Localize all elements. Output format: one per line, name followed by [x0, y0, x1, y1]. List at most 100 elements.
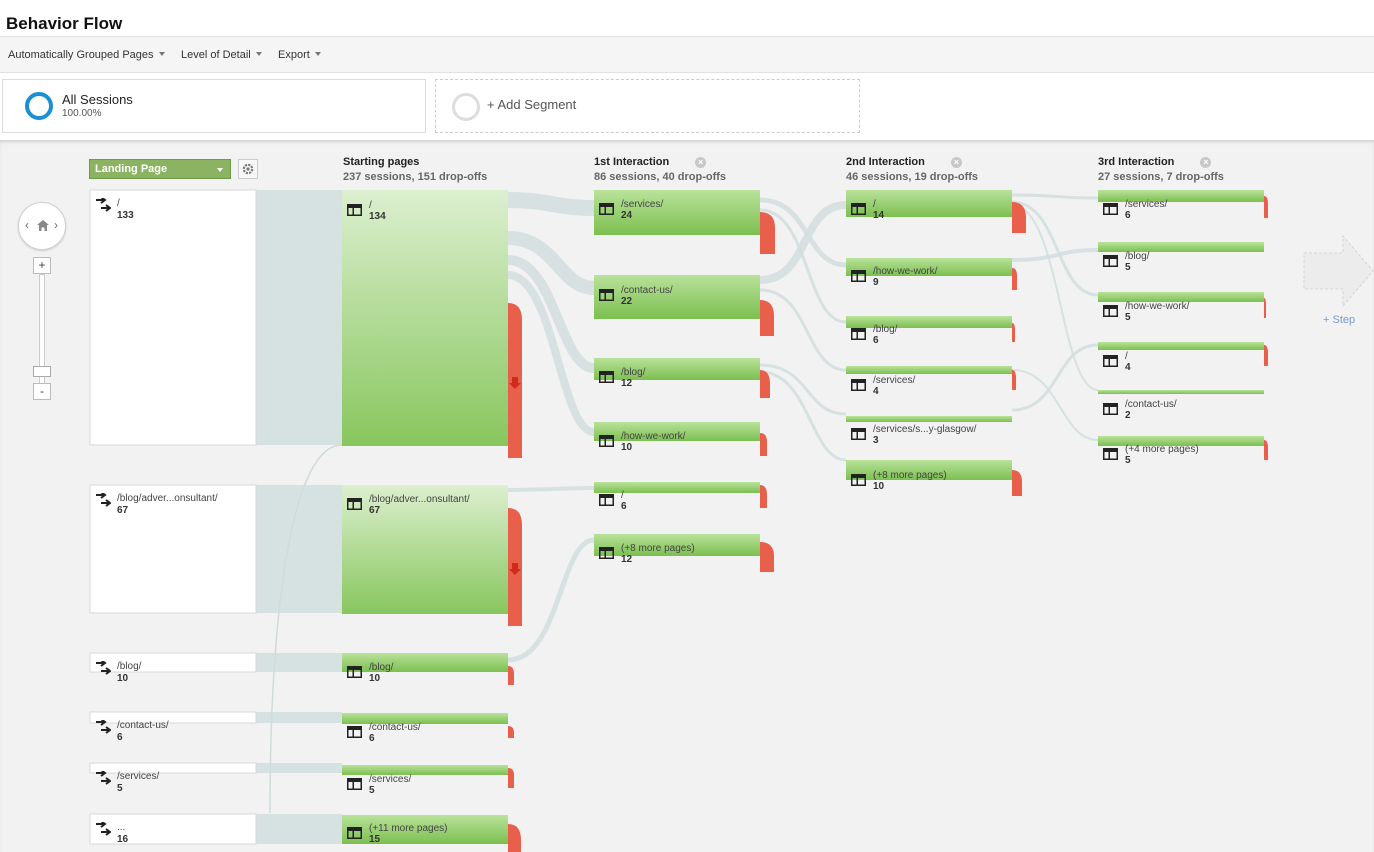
second-flows	[1011, 193, 1099, 441]
page-icon	[599, 435, 614, 447]
page-icon	[1103, 255, 1118, 267]
add-segment-label: + Add Segment	[487, 97, 577, 112]
landing-page-dropdown[interactable]: Landing Page	[89, 159, 231, 179]
node-count: 22	[621, 296, 633, 307]
node-count: 9	[873, 277, 879, 288]
page-icon	[599, 371, 614, 383]
column-title: 1st Interaction	[594, 156, 670, 168]
flow-canvas[interactable]: ‹ › + - Landing Page Starting pages 237 …	[0, 140, 1374, 852]
zoom-slider-handle[interactable]	[33, 366, 51, 377]
node-label: /blog/	[621, 367, 646, 378]
landing-page-dropdown-label: Landing Page	[95, 163, 168, 175]
node-count: 6	[117, 732, 123, 743]
node-label: /blog/	[117, 661, 142, 672]
pan-right-icon[interactable]: ›	[54, 218, 58, 232]
node-count: 133	[117, 210, 134, 221]
node-label: /services/	[369, 774, 412, 785]
close-icon[interactable]: ×	[695, 157, 707, 168]
first-dropoffs	[760, 212, 775, 572]
segment-all-sessions[interactable]: All Sessions 100.00%	[2, 79, 426, 133]
second-dropoffs	[1012, 202, 1026, 496]
node-label: /blog/	[1125, 251, 1150, 262]
landing-arrow-icon	[96, 771, 111, 785]
toolbar: Automatically Grouped Pages Level of Det…	[0, 37, 1374, 73]
node-count: 15	[369, 834, 381, 845]
node-label: /services/s...y-glasgow/	[873, 424, 977, 435]
node-label: /contact-us/	[621, 285, 673, 296]
starting-flows	[507, 192, 596, 663]
column-title: Starting pages	[343, 156, 420, 168]
add-segment-button[interactable]: + Add Segment	[435, 79, 860, 133]
column-stats: 86 sessions, 40 drop-offs	[594, 171, 727, 183]
page-icon	[599, 547, 614, 559]
pan-control[interactable]: ‹ ›	[18, 202, 66, 250]
landing-arrow-icon	[96, 198, 111, 212]
page-icon	[599, 289, 614, 301]
page-header: Behavior Flow	[0, 0, 1374, 37]
add-step-arrow-icon[interactable]	[1303, 235, 1374, 307]
node-count: 10	[621, 442, 633, 453]
node-count: 14	[873, 210, 885, 221]
landing-node-boxes	[89, 189, 257, 845]
landing-arrow-icon	[96, 661, 111, 675]
page-icon	[1103, 305, 1118, 317]
node-label: /contact-us/	[1125, 399, 1177, 410]
page-icon	[851, 379, 866, 391]
home-icon[interactable]	[37, 220, 49, 231]
node-count: 5	[117, 783, 123, 794]
node-label: ...	[117, 822, 126, 833]
landing-arrow-icon	[96, 822, 111, 836]
page-icon	[1103, 355, 1118, 367]
close-icon[interactable]: ×	[950, 157, 962, 168]
pan-left-icon[interactable]: ‹	[25, 218, 29, 232]
settings-button[interactable]	[238, 159, 258, 179]
page-icon	[1103, 403, 1118, 415]
zoom-in-button[interactable]: +	[33, 257, 51, 274]
export-menu[interactable]: Export	[278, 49, 321, 61]
node-label: /	[369, 200, 372, 211]
page-icon	[347, 726, 362, 738]
empty-ring-icon	[452, 93, 480, 121]
second-node-bars	[846, 190, 1012, 480]
landing-flows	[256, 190, 342, 844]
node-label: /	[621, 490, 624, 501]
zoom-out-button[interactable]: -	[33, 383, 51, 400]
node-count: 134	[369, 211, 386, 222]
node-count: 10	[369, 673, 381, 684]
grouping-menu[interactable]: Automatically Grouped Pages	[8, 49, 165, 61]
node-label: /services/	[117, 771, 160, 782]
node-label: (+4 more pages)	[1125, 444, 1199, 455]
add-step-button[interactable]: + Step	[1323, 314, 1356, 326]
page-icon	[1103, 448, 1118, 460]
column-stats: 46 sessions, 19 drop-offs	[846, 171, 979, 183]
node-label: /blog/	[369, 662, 394, 673]
node-count: 5	[1125, 262, 1131, 273]
page-icon	[347, 666, 362, 678]
chevron-down-icon	[255, 52, 262, 56]
chevron-down-icon	[158, 52, 165, 56]
node-count: 6	[621, 501, 627, 512]
node-count: 5	[1125, 312, 1131, 323]
close-icon[interactable]: ×	[1200, 157, 1212, 168]
node-count: 67	[369, 505, 381, 516]
node-label: /	[117, 198, 120, 209]
column-stats: 237 sessions, 151 drop-offs	[343, 171, 488, 183]
node-label: /	[873, 199, 876, 210]
level-of-detail-menu[interactable]: Level of Detail	[181, 49, 262, 61]
landing-arrow-icon	[96, 493, 111, 507]
node-count: 24	[621, 210, 633, 221]
first-flows	[759, 197, 847, 462]
column-header-third: 3rd Interaction × 27 sessions, 7 drop-off…	[1098, 156, 1224, 183]
column-header-first: 1st Interaction × 86 sessions, 40 drop-of…	[594, 156, 726, 183]
node-label: /contact-us/	[117, 720, 169, 731]
page-icon	[347, 498, 362, 510]
node-count: 4	[1125, 362, 1131, 373]
page-icon	[851, 270, 866, 282]
column-header-starting: Starting pages 237 sessions, 151 drop-of…	[343, 156, 487, 183]
page-icon	[851, 474, 866, 486]
node-label: /how-we-work/	[621, 431, 686, 442]
page-icon	[851, 428, 866, 440]
node-label: /blog/	[873, 324, 898, 335]
segment-percentage: 100.00%	[62, 108, 102, 119]
node-label: /blog/adver...onsultant/	[117, 493, 218, 504]
